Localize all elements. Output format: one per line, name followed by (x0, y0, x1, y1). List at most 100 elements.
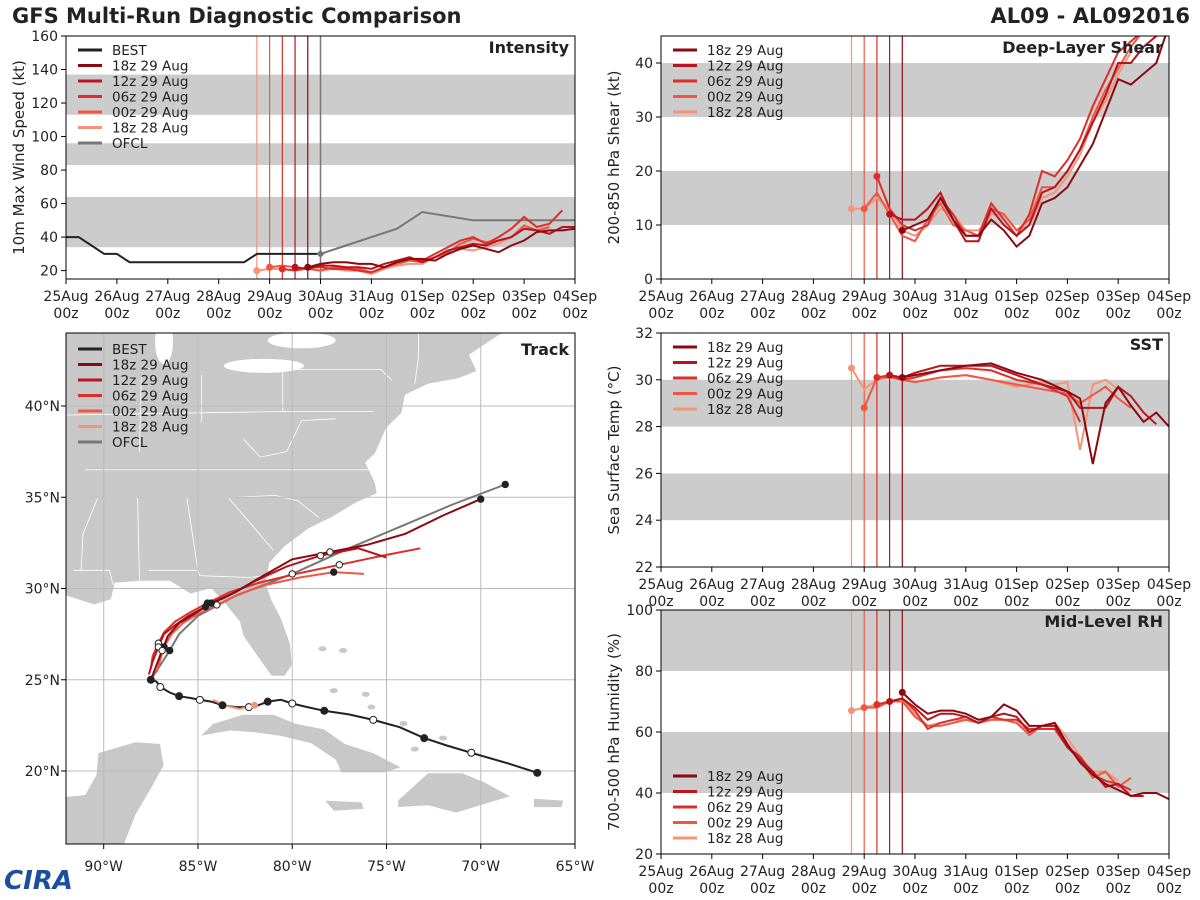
intensity-xtick-label: 29Aug (247, 289, 292, 305)
sst-series-00z-29-aug (863, 374, 1132, 409)
track-legend-label: OFCL (112, 435, 148, 451)
intensity-xtick-label: 31Aug (349, 289, 394, 305)
forecast-track-marker (501, 480, 509, 489)
track-xtick-label: 90°W (84, 859, 123, 875)
sst-xtick-label: 00z (1106, 594, 1131, 610)
sst-ytick-label: 22 (635, 560, 653, 576)
rh-xtick-label: 04Sep (1147, 864, 1191, 880)
sst-xtick-label: 04Sep (1147, 577, 1191, 593)
intensity-xtick-label: 01Sep (400, 289, 444, 305)
rh-xtick-label: 00z (648, 881, 673, 897)
sst-init-point (873, 373, 881, 381)
best-track-marker (320, 706, 329, 715)
sst-ytick-label: 28 (635, 420, 653, 436)
rh-init-point (848, 707, 855, 715)
track-ytick-label: 30°N (25, 582, 60, 598)
rh-xtick-label: 00z (852, 881, 877, 897)
sst-series-12z-29-aug (889, 364, 1157, 426)
track-map: 90°W 85°W 80°W 75°W 70°W 65°W 20°N 25°N 30°N 35°N… (25, 332, 594, 875)
state-border (296, 369, 393, 381)
shear-init-point (860, 205, 868, 213)
sst-legend-label: 12z 29 Aug (707, 356, 783, 372)
land-jamaica (323, 799, 365, 812)
track-xtick-label: 75°W (367, 859, 406, 875)
intensity-ytick-label: 160 (31, 29, 58, 45)
shear-series-18z-28-aug (851, 51, 1132, 237)
intensity-xtick-label: 00z (155, 306, 180, 322)
land-bahamas-island (329, 688, 338, 694)
rh-xtick-label: 31Aug (943, 864, 988, 880)
rh-xtick-label: 00z (801, 881, 826, 897)
sst-xtick-label: 00z (1055, 594, 1080, 610)
track-xtick-label: 80°W (273, 859, 312, 875)
shear-ytick-label: 0 (644, 272, 653, 288)
rh-xtick-label: 01Sep (994, 864, 1038, 880)
sst-init-point (860, 404, 868, 412)
sst-xtick-label: 00z (1156, 594, 1181, 610)
sst-band (661, 473, 1169, 521)
shear-xtick-label: 00z (750, 306, 775, 322)
best-track-marker (156, 683, 165, 692)
rh-xtick-label: 00z (1004, 881, 1029, 897)
intensity-init-point (278, 265, 286, 273)
track-legend-label: BEST (112, 342, 147, 358)
best-track-marker (288, 699, 297, 708)
rh-xtick-label: 25Aug (638, 864, 683, 880)
intensity-ytick-label: 20 (40, 264, 58, 280)
intensity-xtick-label: 00z (308, 306, 333, 322)
rh-xtick-label: 00z (1156, 881, 1181, 897)
track-ytick-label: 20°N (25, 764, 60, 780)
sst-xtick-label: 01Sep (994, 577, 1038, 593)
forecast-track-marker (201, 603, 210, 611)
intensity-xtick-label: 27Aug (145, 289, 190, 305)
sst-series-18z-28-aug (850, 367, 1119, 451)
shear-legend-label: 12z 29 Aug (707, 59, 783, 75)
intensity-legend-label: 18z 29 Aug (112, 59, 188, 75)
track-legend-label: 12z 29 Aug (112, 373, 188, 389)
shear-legend-label: 18z 28 Aug (707, 105, 783, 121)
land-bahamas-island (399, 721, 408, 727)
best-track-marker (369, 715, 378, 724)
track-plot-area (66, 333, 575, 844)
intensity-ytick-label: 140 (31, 63, 58, 79)
forecast-track-marker (288, 570, 296, 578)
land-bahamas-island (339, 648, 348, 654)
rh-xtick-label: 03Sep (1096, 864, 1140, 880)
rh-xtick-label: 00z (699, 881, 724, 897)
rh-xtick-label: 00z (902, 881, 927, 897)
rh-xtick-label: 00z (953, 881, 978, 897)
shear-ytick-label: 40 (635, 56, 653, 72)
rh-title: Mid-Level RH (1044, 612, 1163, 631)
sst-ytick-label: 26 (635, 466, 653, 482)
sst-xtick-label: 00z (902, 594, 927, 610)
rh-band (661, 610, 1169, 671)
intensity-init-point (253, 267, 261, 275)
intensity-xtick-label: 02Sep (451, 289, 495, 305)
sst-legend-label: 18z 29 Aug (707, 340, 783, 356)
rh-series-18z-29-aug (901, 691, 1169, 801)
sst-xtick-label: 29Aug (842, 577, 887, 593)
intensity-legend-label: OFCL (112, 136, 148, 152)
sst-series-18z-29-aug (902, 362, 1169, 465)
shear-xtick-label: 31Aug (943, 289, 988, 305)
sst-legend-label: 00z 29 Aug (707, 387, 783, 403)
rh-ylabel: 700-500 hPa Humidity (%) (605, 633, 623, 831)
intensity-xtick-label: 00z (410, 306, 435, 322)
intensity-legend-label: 18z 28 Aug (112, 121, 188, 137)
intensity-title: Intensity (489, 38, 570, 57)
rh-xtick-label: 29Aug (842, 864, 887, 880)
intensity-xtick-label: 03Sep (502, 289, 546, 305)
intensity-ytick-label: 80 (40, 163, 58, 179)
intensity-xtick-label: 00z (53, 306, 78, 322)
track-ytick-label: 35°N (25, 490, 60, 506)
shear-chart: 01020304025Aug00z26Aug00z27Aug00z28Aug00… (605, 35, 1191, 322)
state-border (73, 569, 114, 585)
best-track-marker (218, 701, 227, 710)
sst-init-point (898, 373, 906, 381)
shear-ylabel: 200-850 hPa Shear (kt) (605, 71, 623, 245)
state-border (148, 569, 264, 578)
intensity-series-06z-29-aug (282, 209, 564, 274)
intensity-xtick-label: 26Aug (94, 289, 139, 305)
intensity-series-best (66, 236, 321, 264)
sst-xtick-label: 00z (852, 594, 877, 610)
